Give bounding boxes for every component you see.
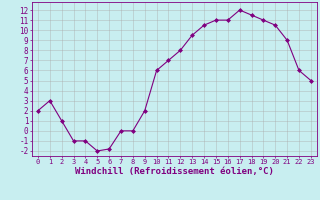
X-axis label: Windchill (Refroidissement éolien,°C): Windchill (Refroidissement éolien,°C) xyxy=(75,167,274,176)
